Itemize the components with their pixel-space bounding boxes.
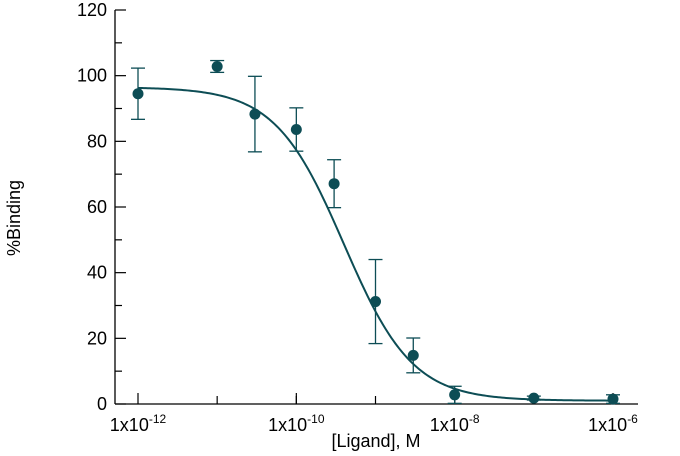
data-point [249,108,261,120]
x-tick-exponent: -10 [307,412,325,426]
x-tick-base: 1x10 [588,415,627,435]
x-tick-base: 1x10 [110,415,149,435]
data-point [328,178,340,190]
x-axis-title: [Ligand], M [331,431,420,451]
x-tick-base: 1x10 [268,415,307,435]
x-tick-label: 1x10-8 [430,412,480,435]
x-tick-exponent: -12 [149,412,167,426]
y-axis: 0 20 40 60 80 100 120 [77,0,126,414]
x-tick-exponent: -6 [627,412,638,426]
x-axis: 1x10-12 1x10-10 1x10-8 1x10-6 [110,393,638,435]
y-tick-label: 100 [77,66,107,86]
error-bars [131,59,620,404]
y-axis-title: %Binding [4,180,24,256]
y-tick-label: 20 [87,328,107,348]
data-point [132,88,144,100]
y-tick-label: 80 [87,131,107,151]
y-tick-label: 60 [87,197,107,217]
data-point [407,349,419,361]
y-tick-label: 40 [87,263,107,283]
x-tick-exponent: -8 [469,412,480,426]
data-point [528,392,540,404]
data-point [370,296,381,308]
x-tick-label: 1x10-6 [588,412,638,435]
data-point [449,389,461,401]
x-tick-label: 1x10-12 [110,412,167,435]
y-ticks: 0 20 40 60 80 100 120 [77,0,126,414]
data-point [290,124,302,136]
x-tick-base: 1x10 [430,415,469,435]
x-tick-label: 1x10-10 [268,412,325,435]
fit-curve-line [137,86,614,402]
data-points [132,60,619,405]
data-point [211,60,223,72]
y-tick-label: 120 [77,0,107,20]
x-ticks: 1x10-12 1x10-10 1x10-8 1x10-6 [110,393,638,435]
data-point [607,393,619,405]
y-tick-label: 0 [97,394,107,414]
